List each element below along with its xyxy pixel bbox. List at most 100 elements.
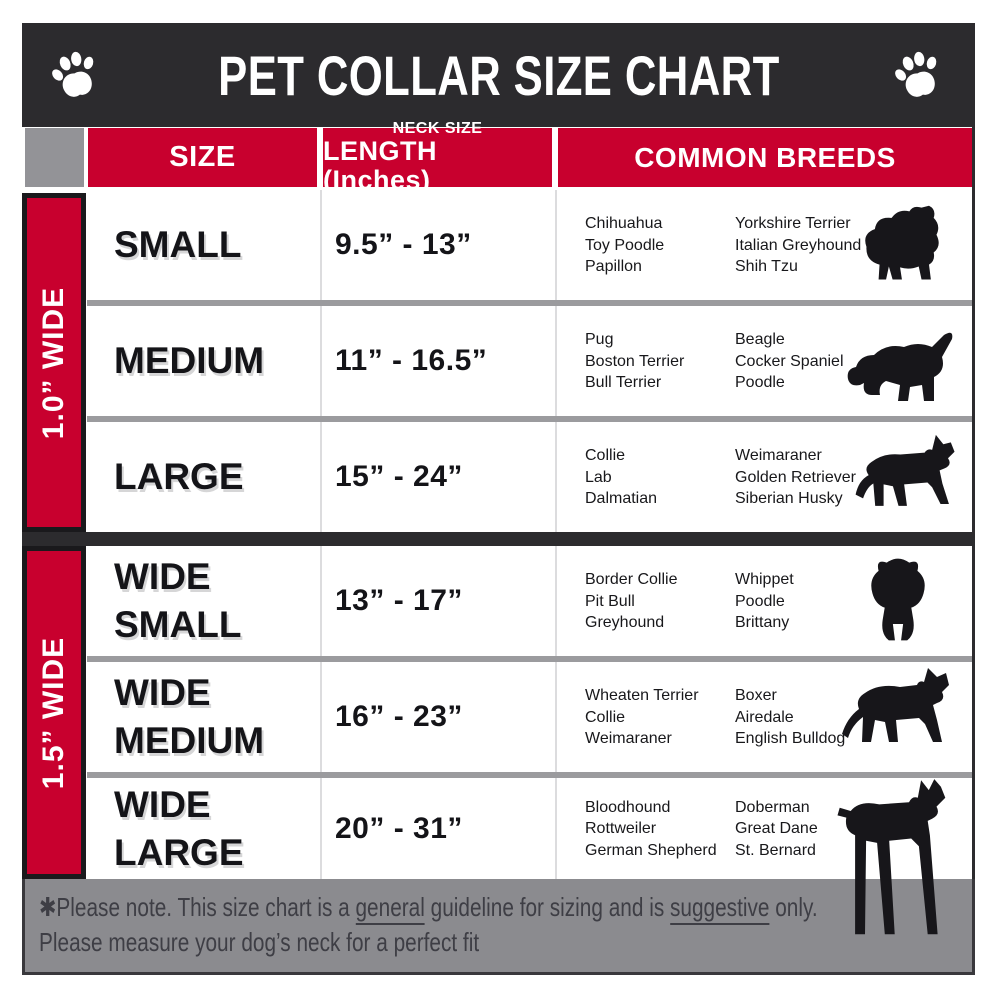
breed-name: Yorkshire Terrier (735, 214, 851, 232)
breed-name: Cocker Spaniel (735, 352, 844, 370)
page-title: PET COLLAR SIZE CHART (217, 43, 780, 107)
breed-name: Rottweiler (585, 819, 657, 837)
paw-print-icon (48, 48, 102, 102)
size-label: WIDE LARGE (114, 783, 244, 873)
breed-name: Golden Retriever (735, 468, 856, 486)
breed-list-1: Chihuahua Toy Poodle Papillon (585, 213, 731, 278)
size-label: WIDE SMALL (114, 556, 242, 645)
row-divider (87, 416, 972, 422)
size-label: MEDIUM (114, 340, 265, 381)
neck-length-value: 9.5” - 13” (335, 228, 472, 261)
title-bar: PET COLLAR SIZE CHART (22, 23, 975, 127)
row-divider (87, 300, 972, 306)
row-divider (87, 772, 972, 778)
breed-list-1: Collie Lab Dalmatian (585, 445, 731, 510)
breed-name: Dalmatian (585, 489, 658, 507)
size-cell: MEDIUM (87, 306, 320, 416)
neck-length-cell: 9.5” - 13” (320, 190, 555, 300)
column-header-neck-size: NECK SIZE LENGTH (Inches) (323, 120, 552, 195)
size-cell: LARGE (87, 422, 320, 532)
size-label: SMALL (114, 224, 242, 265)
row-wide-large: WIDE LARGE 20” - 31” Bloodhound Rottweile… (87, 778, 972, 879)
footer-note-line: Please measure your dog’s neck for a per… (39, 925, 785, 960)
breed-name: Pit Bull (585, 592, 635, 610)
row-medium: MEDIUM 11” - 16.5” Pug Boston Terrier Bull… (87, 306, 972, 416)
breed-name: Poodle (735, 373, 785, 391)
breed-name: Whippet (735, 570, 794, 588)
neck-length-value: 16” - 23” (335, 700, 463, 733)
breed-name: Pug (585, 330, 614, 348)
breed-name: Poodle (735, 592, 785, 610)
breed-name: Greyhound (585, 613, 665, 631)
row-wide-medium: WIDE MEDIUM 16” - 23” Wheaten Terrier Col… (87, 662, 972, 772)
neck-length-cell: 16” - 23” (320, 662, 555, 772)
size-label: LARGE (114, 456, 244, 497)
breed-name: Weimaraner (585, 729, 672, 747)
section-divider (22, 532, 975, 546)
shih-tzu-silhouette (854, 203, 948, 287)
neck-length-value: 11” - 16.5” (335, 344, 488, 377)
breed-list-1: Border Collie Pit Bull Greyhound (585, 569, 731, 634)
neck-length-value: 15” - 24” (335, 460, 463, 493)
breed-list-2: Weimaraner Golden Retriever Siberian Husky (735, 445, 871, 510)
underlined-text: suggestive (670, 892, 770, 925)
footer-note: ✱Please note. This size chart is a gener… (22, 879, 975, 975)
size-cell: SMALL (87, 190, 320, 300)
size-cell: WIDE MEDIUM (87, 662, 320, 772)
group-bar-1-0-wide: 1.0” WIDE (22, 193, 86, 532)
breed-name: Boxer (735, 686, 777, 704)
common-breeds-cell: Chihuahua Toy Poodle Papillon Yorkshire Te… (555, 190, 972, 300)
breed-list-2: Whippet Poodle Brittany (735, 569, 871, 634)
size-cell: WIDE SMALL (87, 546, 320, 656)
breed-name: Collie (585, 708, 626, 726)
neck-length-cell: 15” - 24” (320, 422, 555, 532)
breed-name: Beagle (735, 330, 785, 348)
note-text: Please measure your dog’s neck for a per… (39, 927, 480, 957)
breed-name: Brittany (735, 613, 790, 631)
breed-list-1: Bloodhound Rottweiler German Shepherd (585, 796, 731, 861)
breed-name: English Bulldog (735, 729, 846, 747)
breed-list-2: Boxer Airedale English Bulldog (735, 685, 871, 750)
breed-name: Collie (585, 446, 626, 464)
neck-length-cell: 13” - 17” (320, 546, 555, 656)
breed-list-2: Doberman Great Dane St. Bernard (735, 796, 871, 861)
breed-name: Bull Terrier (585, 373, 662, 391)
breed-name: St. Bernard (735, 841, 816, 859)
paw-print-icon (891, 48, 945, 102)
column-header-size: SIZE (88, 128, 317, 187)
pit-bull-silhouette (842, 656, 962, 768)
beagle-silhouette (842, 316, 962, 408)
breed-name: Italian Greyhound (735, 236, 862, 254)
breed-name: Border Collie (585, 570, 678, 588)
breed-list-1: Pug Boston Terrier Bull Terrier (585, 329, 731, 394)
neck-size-label: NECK SIZE (392, 119, 483, 137)
breed-name: Siberian Husky (735, 489, 843, 507)
breed-name: Great Dane (735, 819, 818, 837)
breed-name: Shih Tzu (735, 257, 798, 275)
chart-right-border (972, 127, 975, 879)
neck-length-cell: 11” - 16.5” (320, 306, 555, 416)
common-breeds-cell: Collie Lab Dalmatian Weimaraner Golden Retr… (555, 422, 972, 532)
breed-name: Weimaraner (735, 446, 822, 464)
footer-note-line: ✱Please note. This size chart is a gener… (39, 890, 818, 925)
german-shepherd-silhouette (850, 424, 962, 528)
breed-name: Doberman (735, 798, 810, 816)
breed-name: Toy Poodle (585, 236, 665, 254)
breed-list-2: Beagle Cocker Spaniel Poodle (735, 329, 871, 394)
common-breeds-cell: Bloodhound Rottweiler German Shepherd Dobe… (555, 778, 972, 879)
common-breeds-cell: Border Collie Pit Bull Greyhound Whippet Po… (555, 546, 972, 656)
breed-list-2: Yorkshire Terrier Italian Greyhound Shih T… (735, 213, 871, 278)
doberman-silhouette (832, 766, 964, 966)
row-divider (87, 656, 972, 662)
header-corner-cell (25, 128, 84, 187)
breed-name: Boston Terrier (585, 352, 685, 370)
breed-list-1: Wheaten Terrier Collie Weimaraner (585, 685, 731, 750)
neck-length-value: 20” - 31” (335, 811, 463, 845)
note-text: guideline for sizing and is (424, 892, 670, 922)
neck-length-cell: 20” - 31” (320, 778, 555, 879)
underlined-text: general (355, 892, 425, 925)
breed-name: Wheaten Terrier (585, 686, 699, 704)
note-text: only. (769, 892, 818, 922)
column-header-common-breeds: COMMON BREEDS (558, 128, 972, 187)
